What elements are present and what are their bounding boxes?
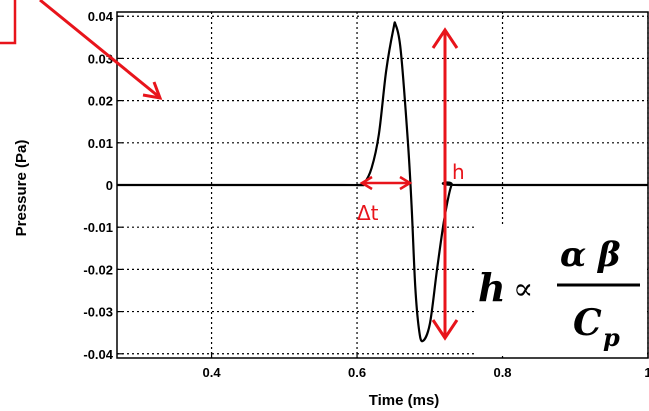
y-axis-label: Pressure (Pa) bbox=[13, 140, 30, 237]
y-tick-label: 0.02 bbox=[88, 94, 113, 109]
formula-denominator: C bbox=[573, 302, 602, 344]
x-axis-label: Time (ms) bbox=[369, 392, 440, 409]
ticks: 0.4 0.6 0.8 1 0.04 0.03 0.02 0.01 0 -0.01 -0.02 -0.… bbox=[83, 9, 649, 380]
h-label: h bbox=[452, 160, 465, 184]
formula-subscript: p bbox=[603, 323, 620, 352]
y-tick-label: 0.01 bbox=[88, 136, 113, 151]
pointer-arrow-line bbox=[39, 0, 159, 98]
h-arrowhead-top bbox=[431, 27, 459, 49]
y-tick-label: -0.02 bbox=[83, 262, 113, 277]
y-tick-label: -0.04 bbox=[83, 347, 113, 362]
y-tick-label: 0 bbox=[106, 178, 113, 193]
pointer-arrowhead bbox=[142, 81, 163, 100]
formula-proportional: ∝ bbox=[513, 272, 533, 307]
annotations: h Δt h ∝ α β C p bbox=[0, 0, 644, 356]
formula-background bbox=[474, 224, 644, 356]
formula-numerator: α β bbox=[560, 235, 621, 275]
h-arrowhead-bottom bbox=[431, 319, 459, 341]
y-tick-label: -0.01 bbox=[83, 220, 113, 235]
x-tick-label: 1 bbox=[644, 365, 649, 380]
x-tick-label: 0.8 bbox=[493, 365, 511, 380]
y-tick-label: 0.04 bbox=[88, 9, 114, 24]
y-tick-label: -0.03 bbox=[83, 305, 113, 320]
formula-h: h bbox=[478, 265, 506, 310]
delta-t-label: Δt bbox=[357, 201, 379, 225]
x-tick-label: 0.6 bbox=[348, 365, 366, 380]
delta-t-arrowhead-left bbox=[359, 175, 373, 191]
x-tick-label: 0.4 bbox=[203, 365, 222, 380]
delta-t-arrowhead-right bbox=[399, 175, 413, 191]
callout-box-edge bbox=[0, 0, 17, 45]
y-tick-label: 0.03 bbox=[88, 51, 113, 66]
